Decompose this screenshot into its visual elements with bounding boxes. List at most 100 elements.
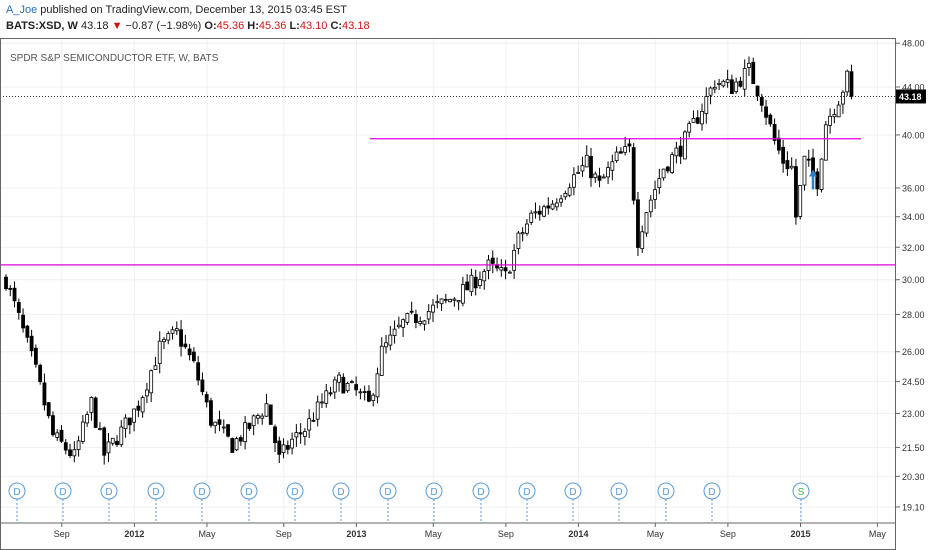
chart-header: A_Joe published on TradingView.com, Dece…: [0, 0, 932, 38]
candle-body: [349, 381, 354, 384]
candle-body: [51, 415, 55, 436]
candle-body: [294, 432, 299, 438]
candle-body: [542, 206, 546, 217]
candle-body: [636, 199, 640, 248]
candle-body: [298, 432, 303, 435]
x-tick-label: 2015: [790, 529, 810, 539]
candle-body: [409, 310, 414, 313]
dividend-marker: [472, 482, 490, 500]
candle-body: [717, 82, 721, 85]
candle-body: [525, 223, 529, 234]
y-tick-label: 30.00: [902, 275, 925, 285]
candle-body: [119, 426, 124, 446]
candle-body: [98, 428, 102, 430]
time-axis[interactable]: Sep 2012 May Sep 2013 May Sep 2014 May Sep 2015 May…: [0, 522, 932, 539]
x-tick-label: May: [198, 529, 216, 539]
event-label: S: [798, 487, 805, 498]
low-value: 43.10: [299, 20, 328, 32]
candle-body: [584, 154, 589, 168]
candle-body: [405, 313, 410, 323]
y-tick-label: 23.00: [902, 409, 925, 419]
candle-body: [8, 288, 13, 290]
author-link[interactable]: A_Joe: [6, 4, 38, 16]
y-tick-label: 44.00: [902, 83, 925, 93]
candle-body: [691, 117, 696, 123]
candle-body: [627, 143, 632, 147]
dividend-marker: [193, 482, 211, 500]
candle-body: [230, 438, 235, 453]
candle-body: [68, 449, 72, 456]
candle-body: [670, 154, 675, 173]
candle-body: [507, 271, 512, 274]
candle-body: [435, 301, 440, 304]
candle-body: [657, 178, 662, 189]
event-label: D: [59, 487, 66, 498]
candle-body: [499, 267, 504, 271]
candle-body: [217, 419, 222, 425]
candle-body: [550, 203, 555, 210]
candle-body: [328, 392, 333, 395]
candle-body: [828, 115, 833, 126]
candle-body: [12, 287, 17, 302]
last-price: 43.18: [80, 20, 109, 32]
candle-body: [123, 417, 128, 430]
price-chart[interactable]: SPDR S&P SEMICONDUCTOR ETF, W, BATS D D D D…: [0, 38, 932, 550]
event-label: D: [337, 487, 344, 498]
event-label: D: [198, 487, 205, 498]
candle-body: [307, 418, 312, 431]
candle-body: [845, 70, 850, 93]
candle-body: [819, 158, 824, 190]
candle-body: [414, 314, 418, 323]
candle-body: [695, 117, 700, 124]
candle-body: [115, 440, 119, 445]
candle-body: [443, 298, 448, 301]
last-price-label: 43.18: [899, 92, 922, 102]
candle-body: [89, 397, 94, 413]
x-tick-label: Sep: [720, 529, 736, 539]
down-arrow-icon: ▼: [111, 20, 123, 32]
candle-body: [315, 401, 320, 420]
dividend-marker: [379, 482, 397, 500]
candle-body: [712, 86, 717, 90]
candle-body: [841, 91, 845, 105]
candle-body: [751, 61, 756, 84]
publish-text: published on TradingView.com, December 1…: [37, 4, 348, 16]
candle-body: [576, 171, 581, 174]
candle-body: [614, 151, 619, 162]
candle-body: [127, 417, 132, 426]
candle-body: [320, 401, 324, 404]
event-label: D: [615, 487, 622, 498]
event-label: D: [523, 487, 530, 498]
candle-body: [221, 426, 226, 429]
price-axis[interactable]: 48.00 44.00 40.00 36.00 34.00 32.00 30.00 28.00…: [896, 39, 925, 513]
candle-body: [610, 161, 615, 171]
candle-body: [277, 440, 282, 455]
dividend-marker: [286, 482, 304, 500]
overlays-layer: 43.18: [0, 89, 926, 266]
x-tick-label: May: [647, 529, 665, 539]
candle-body: [623, 146, 628, 153]
dividend-marker: [332, 482, 350, 500]
event-label: D: [662, 487, 669, 498]
candle-body: [392, 328, 397, 336]
candle-body: [768, 114, 773, 125]
candle-body: [354, 384, 359, 391]
candle-body: [601, 176, 606, 179]
candle-body: [554, 202, 559, 208]
dividend-marker: [8, 482, 26, 500]
candle-body: [776, 137, 781, 151]
candle-body: [38, 364, 43, 383]
y-tick-label: 21.50: [902, 443, 925, 453]
event-label: D: [477, 487, 484, 498]
candle-body: [806, 158, 811, 161]
candle-body: [798, 184, 803, 217]
event-label: D: [569, 487, 576, 498]
candle-body: [580, 165, 585, 172]
candle-body: [379, 345, 384, 376]
candle-body: [725, 79, 730, 83]
high-value: 45.36: [258, 20, 287, 32]
candle-body: [191, 351, 196, 362]
candle-body: [55, 432, 60, 438]
candle-body: [426, 311, 431, 320]
candle-body: [533, 211, 538, 214]
